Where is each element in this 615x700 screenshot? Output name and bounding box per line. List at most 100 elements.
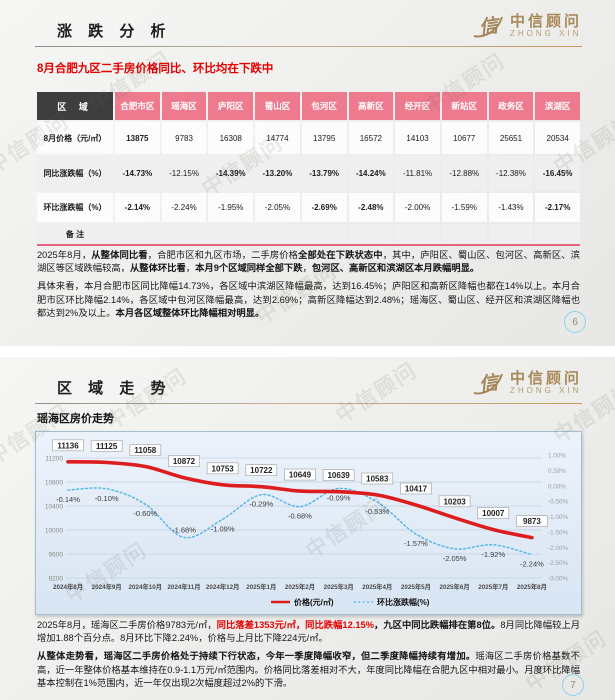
price-label-box <box>438 495 471 508</box>
trend-chart-svg: 11200 10800 10400 10000 9600 9200 1.00% 0.50% 0.… <box>45 439 568 607</box>
x-tick-label: 2024年12月 <box>206 582 240 591</box>
x-tick-label: 2025年7月 <box>478 582 508 591</box>
left-axis-tick: 10400 <box>45 504 63 511</box>
text-run: 瑶海区二手房价格基数不高，近一年整体价格基本维持在0.9-1.1万元/㎡范围内。… <box>37 651 580 688</box>
table-cell: 16308 <box>208 122 254 154</box>
price-label: 10649 <box>289 471 312 480</box>
price-label: 10753 <box>212 464 235 473</box>
table-cell: -2.05% <box>255 193 300 222</box>
text-run: 2025年8月，瑶海区二手房价格9783元/㎡， <box>37 620 217 630</box>
chart-title: 瑶海区房价走势 <box>37 413 114 425</box>
table-cell: -16.45% <box>535 156 580 191</box>
text-run: 九区中同比跌幅排在第8位。 <box>383 620 501 630</box>
price-label-box <box>361 472 394 485</box>
table-cell: 13795 <box>301 122 347 154</box>
table-district-header: 瑶海区 <box>161 92 207 120</box>
table-district-header: 经开区 <box>395 92 440 120</box>
right-axis-tick: 1.00% <box>548 453 566 460</box>
x-tick-label: 2024年10月 <box>129 582 163 591</box>
table-cell: 20534 <box>535 122 580 154</box>
price-label-box <box>129 444 162 456</box>
price-label: 10639 <box>327 471 350 480</box>
table-cell: -2.00% <box>395 193 440 222</box>
table-cell: -2.69% <box>301 193 347 222</box>
logo-mark-icon: 信 <box>473 14 503 39</box>
text-run: 同比落差1353元/㎡，同比跌幅12.15% <box>216 620 374 630</box>
table-cell <box>488 224 534 244</box>
mom-line <box>67 487 533 556</box>
slide-rise-fall-analysis: 中信顾问 中信顾问 中信顾问 中信顾问 中信顾问 中信顾问 涨 跌 分 析 信 … <box>0 0 615 346</box>
right-axis-tick: -2.50% <box>548 560 568 567</box>
analysis-paragraph: 具体来看，本月合肥市区同比降幅14.73%，各区域中滨湖区降幅最高，达到16.4… <box>37 280 580 320</box>
logo-name-cn: 中信顾问 <box>509 12 582 30</box>
table-cell <box>301 224 347 244</box>
price-label: 11058 <box>134 446 156 455</box>
table-cell: 10677 <box>441 122 487 154</box>
table-row: 8月价格（元/㎡） 13875 9783 16308 14774 13795 16572 14… <box>37 122 580 154</box>
table-cell: 13875 <box>115 122 160 154</box>
table-cell: -12.88% <box>441 156 487 191</box>
x-tick-label: 2025年3月 <box>324 582 354 591</box>
table-cell: -1.59% <box>441 193 487 222</box>
table-district-header: 滨湖区 <box>535 92 580 120</box>
table-row-label: 备 注 <box>37 224 113 244</box>
slide1-subtitle: 8月合肥九区二手房价格同比、环比均在下跌中 <box>37 63 274 75</box>
right-axis-tick: 0.00% <box>548 483 566 490</box>
mom-label: -0.09% <box>327 494 351 503</box>
table-cell: -13.20% <box>255 156 300 191</box>
x-tick-label: 2025年2月 <box>285 582 315 591</box>
table-cell: -2.24% <box>161 193 207 222</box>
mom-label: -0.68% <box>288 512 312 521</box>
price-label-box <box>400 482 432 495</box>
table-district-header: 政务区 <box>488 92 534 120</box>
text-run: 具体来看，本月合肥市区同比降幅14.73%，各区域中滨湖区降幅最高，达到16.4… <box>37 281 580 318</box>
text-run: 从整体走势看，瑶海区二手房价格处于持续下行状态，今年一季度降幅收窄，但二季度降幅… <box>37 651 476 662</box>
table-cell <box>348 224 394 244</box>
left-axis-tick: 10800 <box>45 480 63 487</box>
price-label: 11136 <box>57 441 79 450</box>
page-title: 区 域 走 势 <box>57 380 172 397</box>
text-run: 从整体环比看 <box>129 263 186 274</box>
price-label: 10722 <box>250 466 273 475</box>
price-label-box <box>245 464 278 476</box>
x-tick-label: 2025年8月 <box>517 582 547 591</box>
mom-label: -2.24% <box>520 560 544 569</box>
text-run: ， <box>373 620 384 630</box>
mom-label: -2.05% <box>443 554 467 563</box>
table-row-label: 环比涨跌幅（%） <box>37 193 113 222</box>
x-tick-label: 2025年1月 <box>246 582 276 591</box>
logo-name-en: ZHONG XIN <box>509 385 582 395</box>
page-number-badge: 7 <box>562 674 584 696</box>
table-cell: 14774 <box>255 122 300 154</box>
price-label: 9873 <box>523 517 541 526</box>
right-axis-tick: -1.00% <box>548 514 568 521</box>
right-axis-tick: 0.50% <box>548 468 566 475</box>
table-cell <box>441 224 487 244</box>
price-label: 11125 <box>96 442 118 451</box>
price-table: 区 域合肥市区 瑶海区 庐阳区 蜀山区 包河区 高新区 经开区 新站区 政务区 滨湖区 8月价格（元… <box>37 92 580 246</box>
price-label-box <box>322 469 355 481</box>
header-divider <box>35 46 582 47</box>
table-cell: 14103 <box>395 122 440 154</box>
table-cell: 16572 <box>348 122 394 154</box>
logo-name-cn: 中信顾问 <box>509 369 582 387</box>
price-label-box <box>477 507 510 519</box>
table-cell: -12.38% <box>488 156 534 191</box>
price-label: 10583 <box>366 475 389 484</box>
table-cell <box>535 224 580 244</box>
table-cell: -12.15% <box>161 156 207 191</box>
x-tick-label: 2024年11月 <box>167 582 200 591</box>
table-cell: -2.48% <box>348 193 394 222</box>
slide-region-trend: 中信顾问 中信顾问 中信顾问 中信顾问 中信顾问 中信顾问 中信顾问 区 域 走… <box>0 357 615 700</box>
left-axis-tick: 9600 <box>49 552 64 559</box>
table-cell: -11.81% <box>395 156 440 191</box>
analysis-paragraph: 从整体走势看，瑶海区二手房价格处于持续下行状态，今年一季度降幅收窄，但二季度降幅… <box>37 650 580 690</box>
table-district-header: 合肥市区 <box>115 92 160 120</box>
table-cell: -1.95% <box>208 193 254 222</box>
table-row: 备 注 <box>37 224 580 244</box>
table-cell <box>208 224 254 244</box>
price-label: 10203 <box>443 497 466 506</box>
left-axis-tick: 9200 <box>49 576 64 583</box>
table-cell: -14.39% <box>208 156 254 191</box>
table-district-header: 蜀山区 <box>255 92 300 120</box>
